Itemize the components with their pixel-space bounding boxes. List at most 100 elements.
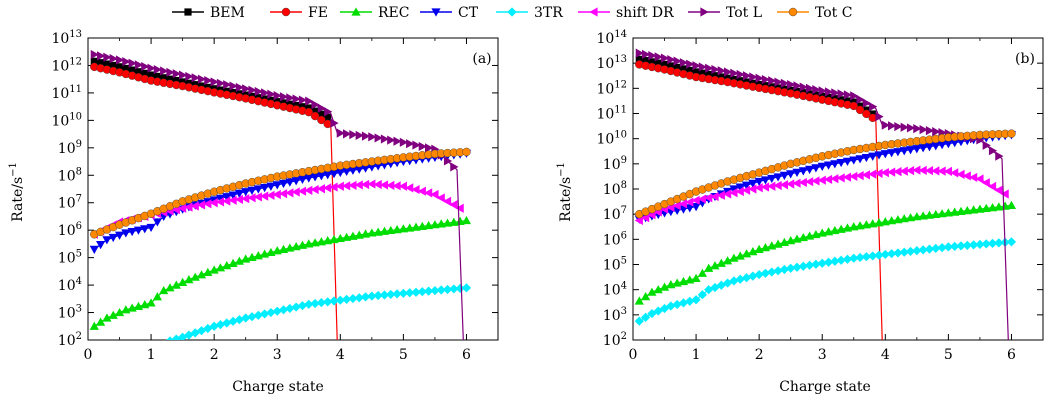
marker-ct <box>893 148 903 157</box>
marker-3tr <box>348 293 358 304</box>
marker-rec <box>461 215 472 225</box>
marker-fe <box>317 115 326 125</box>
legend-item-tot-l: Tot L <box>688 5 762 21</box>
marker-tot-l <box>160 66 169 76</box>
marker-shift-dr <box>937 166 946 176</box>
marker-shift-dr <box>634 215 643 226</box>
marker-shift-dr <box>234 194 243 205</box>
marker-ct <box>316 172 326 181</box>
legend-item-fe: FE <box>270 5 328 21</box>
marker-3tr <box>666 301 676 311</box>
marker-tot-l <box>248 85 257 95</box>
marker-tot-l <box>399 137 408 147</box>
marker-3tr <box>436 285 446 295</box>
marker-3tr <box>641 312 651 322</box>
marker-3tr <box>887 249 897 259</box>
marker-ct <box>114 231 125 240</box>
marker-3tr <box>304 299 314 309</box>
marker-tot-l <box>425 143 434 153</box>
marker-tot-l <box>755 73 764 83</box>
marker-ct <box>89 245 99 254</box>
marker-3tr <box>672 299 682 310</box>
marker-3tr <box>716 280 726 290</box>
marker-3tr <box>924 244 935 254</box>
marker-shift-dr <box>729 188 738 198</box>
marker-bem <box>141 69 149 78</box>
marker-ct <box>310 173 320 182</box>
marker-ct <box>754 177 764 187</box>
marker-ct <box>367 163 377 172</box>
marker-tot-l <box>932 127 941 137</box>
marker-ct <box>937 141 947 150</box>
marker-rec <box>748 247 758 256</box>
panel-label-a: (a) <box>472 51 491 67</box>
marker-shift-dr <box>323 183 332 193</box>
marker-3tr <box>987 238 998 248</box>
marker-3tr <box>905 246 916 257</box>
marker-3tr <box>805 260 815 270</box>
marker-rec <box>203 267 213 276</box>
marker-ct <box>348 166 358 175</box>
marker-shift-dr <box>430 189 439 200</box>
marker-rec <box>108 310 118 319</box>
marker-ct <box>140 225 150 234</box>
marker-3tr <box>817 258 827 268</box>
marker-bem <box>134 68 143 76</box>
marker-rec <box>975 204 985 213</box>
marker-ct <box>918 144 928 153</box>
marker-tot-l <box>90 49 99 60</box>
legend-label: REC <box>378 5 409 21</box>
marker-rec <box>165 283 175 292</box>
marker-3tr <box>430 285 440 296</box>
marker-ct <box>215 194 226 203</box>
y-tick-label: 103 <box>603 306 627 324</box>
marker-shift-dr <box>672 201 681 211</box>
marker-shift-dr <box>779 180 788 190</box>
marker-rec <box>436 219 446 228</box>
marker-3tr <box>962 240 972 250</box>
marker-tot-l <box>355 130 364 140</box>
marker-ct <box>798 167 808 176</box>
marker-3tr <box>880 249 890 260</box>
marker-shift-dr <box>405 183 414 193</box>
marker-ct <box>779 171 789 181</box>
marker-ct <box>152 218 162 227</box>
marker-ct <box>880 150 890 159</box>
marker-tot-l <box>724 67 733 77</box>
marker-bem <box>324 113 332 122</box>
marker-rec <box>228 258 238 268</box>
marker-rec <box>716 258 726 267</box>
marker-3tr <box>247 312 257 322</box>
marker-tot-l <box>204 75 213 86</box>
marker-3tr <box>811 259 821 269</box>
marker-tot-l <box>197 74 207 84</box>
marker-3tr <box>842 254 853 264</box>
marker-tot-l <box>324 107 333 117</box>
marker-rec <box>994 202 1004 211</box>
marker-rec <box>1000 201 1010 210</box>
marker-ct <box>868 152 878 161</box>
y-tick-label: 103 <box>58 304 82 322</box>
marker-3tr <box>767 267 777 277</box>
marker-shift-dr <box>1000 189 1009 199</box>
marker-shift-dr <box>178 203 187 213</box>
marker-shift-dr <box>354 180 363 190</box>
marker-tot-c <box>1007 129 1016 138</box>
marker-rec <box>379 226 390 235</box>
marker-tot-l <box>210 77 219 87</box>
marker-bem <box>172 76 180 85</box>
marker-rec <box>96 317 106 326</box>
marker-tot-l <box>654 52 663 62</box>
marker-shift-dr <box>691 195 700 205</box>
marker-tot-l <box>787 79 796 90</box>
marker-rec <box>146 298 156 307</box>
legend-item-tot-c: Tot C <box>777 5 852 21</box>
marker-3tr <box>685 296 695 306</box>
marker-tot-l <box>254 86 263 97</box>
marker-tot-l <box>925 126 935 136</box>
y-axis-label-text-b: Rate/s <box>558 177 574 222</box>
marker-tot-l <box>843 90 853 100</box>
marker-shift-dr <box>924 166 934 176</box>
x-tick-label: 5 <box>944 347 953 363</box>
marker-3tr <box>266 307 276 318</box>
